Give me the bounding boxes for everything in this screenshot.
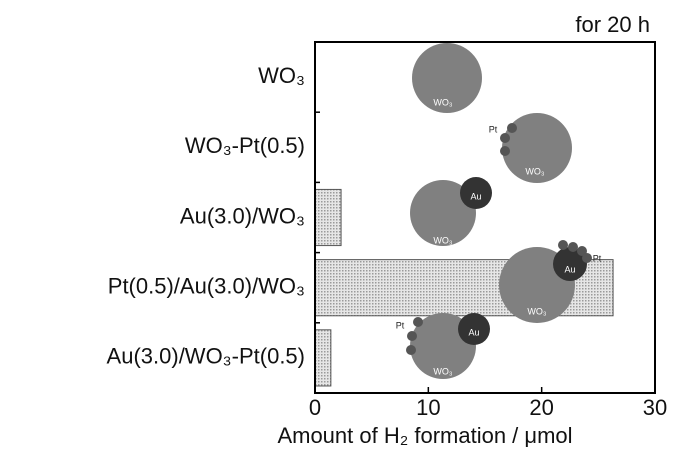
illustration-label: Pt	[489, 124, 498, 134]
illustration-label: WO₃	[433, 366, 452, 376]
y-tick-label: Au(3.0)/WO₃-Pt(0.5)	[107, 344, 305, 369]
pt-particle	[406, 345, 416, 355]
annotation: for 20 h	[575, 12, 650, 37]
bar	[314, 329, 332, 387]
wo3-particle	[410, 180, 476, 246]
pt-particle	[577, 246, 587, 256]
x-tick-label: 30	[643, 395, 667, 420]
wo3-particle	[412, 43, 482, 113]
pt-particle	[558, 240, 568, 250]
pt-particle	[413, 317, 423, 327]
pt-particle	[407, 331, 417, 341]
plot-frame	[314, 41, 656, 394]
y-tick-label: Pt(0.5)/Au(3.0)/WO₃	[108, 274, 305, 299]
illustration-label: Pt	[593, 253, 602, 263]
illustration-label: WO₃	[433, 97, 452, 107]
y-tick-label: WO₃	[258, 63, 305, 88]
pt-particle	[500, 133, 510, 143]
wo3-particle	[502, 113, 572, 183]
x-tick-label: 20	[529, 395, 553, 420]
bar	[314, 188, 342, 247]
y-tick-label: WO₃-Pt(0.5)	[185, 133, 305, 158]
pt-particle	[500, 146, 510, 156]
illustration-label: WO₃	[527, 306, 546, 316]
illustration-label: WO₃	[433, 235, 452, 245]
x-tick-label: 0	[309, 395, 321, 420]
illustration-label: Au	[470, 191, 481, 201]
illustration-label: Au	[468, 327, 479, 337]
illustration-label: WO₃	[525, 166, 544, 176]
au-particle	[553, 247, 587, 281]
pt-particle	[568, 242, 578, 252]
au-particle	[458, 313, 490, 345]
au-particle	[460, 177, 492, 209]
illustration-label: Au	[564, 264, 575, 274]
illustration-label: Pt	[396, 320, 405, 330]
x-axis-title: Amount of H₂ formation / μmol	[277, 423, 572, 448]
pt-particle	[507, 123, 517, 133]
x-tick-label: 10	[416, 395, 440, 420]
pt-particle	[582, 253, 592, 263]
y-tick-label: Au(3.0)/WO₃	[180, 203, 305, 228]
